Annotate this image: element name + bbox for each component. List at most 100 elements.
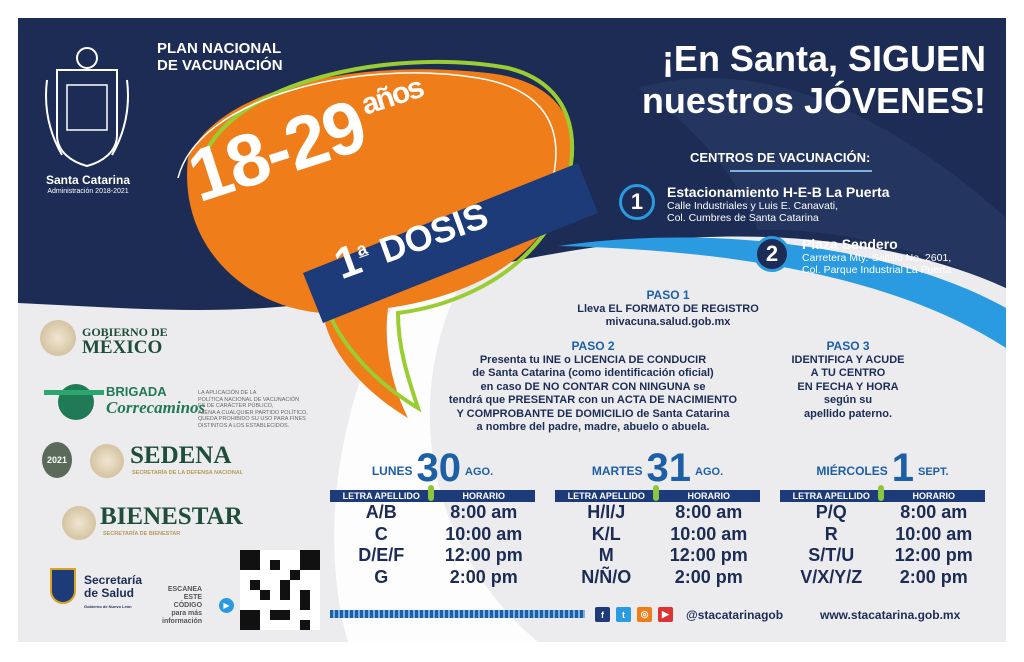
day-header: MIÉRCOLES 1 SEPT. [780,446,985,490]
step-line: en caso DE NO CONTAR CON NINGUNA se [480,380,706,393]
municipality-name: Santa Catarina [45,173,131,187]
step-line: Y COMPROBANTE DE DOMICILIO de Santa Cata… [456,407,730,420]
day-header: LUNES 30 AGO. [330,446,535,490]
step-title: PASO 3 [826,339,870,353]
column-header-letters: LETRA APELLIDO [792,491,870,501]
center-address: Col. Cumbres de Santa Catarina [667,212,819,224]
table-header: LETRA APELLIDO HORARIO [555,485,760,502]
table-row: V/X/Y/Z 2:00 pm [780,567,985,589]
centers-heading: CENTROS DE VACUNACIÓN: [690,150,871,165]
qr-code[interactable] [240,550,320,630]
qr-line: CÓDIGO [173,602,203,609]
step-title: PASO 2 [571,339,615,353]
social-handle[interactable]: @stacatarinagob [686,608,784,622]
table-row: N/Ñ/O 2:00 pm [555,567,760,589]
social-icons: f t ◎ ▶ [595,607,679,622]
table-row: G 2:00 pm [330,567,535,589]
letters-cell: G [374,566,389,587]
roadrunner-wing [44,390,104,395]
step-line: Lleva EL FORMATO DE REGISTRO [577,302,759,315]
column-header-letters: LETRA APELLIDO [567,491,645,501]
mexico-seal-icon [90,444,124,478]
letters-cell: N/Ñ/O [581,566,632,587]
step-2: PASO 2 Presenta tu INE o LICENCIA DE CON… [448,339,738,435]
table-row: D/E/F 12:00 pm [330,545,535,567]
divider-pin [653,485,659,501]
table-header: LETRA APELLIDO HORARIO [330,485,535,502]
day-number: 30 [416,446,462,490]
disclaimer-line: QUEDA PROHIBIDO SU USO PARA FINES [198,416,306,422]
logo-line: BRIGADA [106,384,167,399]
time-cell: 8:00 am [675,502,743,522]
sedena-logo: SEDENA [130,442,232,469]
youtube-icon[interactable]: ▶ [658,607,673,622]
disclaimer-line: POLÍTICA NACIONAL DE VACUNACIÓN [198,396,300,403]
time-cell: 12:00 pm [669,545,748,565]
center-address: Col. Parque Industrial La Puerta [802,264,952,276]
letters-cell: D/E/F [358,545,405,565]
logo-line: Correcaminos [106,398,206,417]
disclaimer-line: AJENA A CUALQUIER PARTIDO POLÍTICO, [198,409,308,416]
column-header-letters: LETRA APELLIDO [342,491,420,501]
speech-bubble [177,59,598,418]
age-unit: años [357,71,427,122]
letters-cell: C [374,523,388,544]
table-row: S/T/U 12:00 pm [780,545,985,567]
center-name: Plaza Sendero [802,236,898,252]
time-cell: 12:00 pm [444,545,523,565]
table-row: K/L 10:00 am [555,524,760,546]
day-name: MARTES [591,464,643,478]
center-number: 2 [754,236,790,272]
step-line: mivacuna.salud.gob.mx [605,316,731,328]
day-name: MIÉRCOLES [816,464,888,478]
center-address: Carretera Mty.-Saltillo No. 2601, [802,252,952,264]
logo-line: de Salud [84,586,135,600]
time-cell: 8:00 am [450,502,518,522]
program-line: DE VACUNACIÓN [157,57,283,74]
qr-line: información [162,618,203,625]
day-name: LUNES [371,464,413,478]
table-row: M 12:00 pm [555,545,760,567]
step-title: PASO 1 [646,288,690,302]
qr-line: ESTE [183,594,203,601]
table-row: H/I/J 8:00 am [555,502,760,524]
month: AGO. [465,466,494,478]
logo-line: Gobierno de Nuevo León [84,604,132,609]
step-line: de Santa Catarina (como identificación o… [472,367,714,379]
headline: ¡En Santa, SIGUEN nuestros JÓVENES! [606,38,986,122]
center-address: Calle Industriales y Luis E. Canavati, [667,200,838,212]
step-line: a nombre del padre, madre, abuelo o abue… [476,421,710,433]
administration-label: Administración 2018-2021 [47,188,129,195]
table-row: A/B 8:00 am [330,502,535,524]
gobierno-mexico-logo: GOBIERNO DE MÉXICO [82,324,168,357]
day-number: 1 [891,446,914,490]
time-cell: 12:00 pm [894,545,973,565]
divider-pin [878,485,884,501]
qr-line: para más [171,610,203,617]
logo-line: GOBIERNO DE [82,325,168,339]
website-link[interactable]: www.stacatarina.gob.mx [820,608,961,622]
disclaimer: LA APLICACIÓN DE LA POLÍTICA NACIONAL DE … [198,390,308,429]
program-title: PLAN NACIONAL DE VACUNACIÓN [157,40,283,74]
vaccination-poster: Santa Catarina Administración 2018-2021 … [18,18,1006,642]
letters-cell: H/I/J [587,502,626,522]
bienestar-subtitle: SECRETARÍA DE BIENESTAR [103,531,181,537]
twitter-icon[interactable]: t [616,607,631,622]
step-line: A TU CENTRO [810,367,886,379]
time-cell: 2:00 pm [449,566,518,587]
step-line: Presenta tu INE o LICENCIA DE CONDUCIR [479,353,707,366]
facebook-icon[interactable]: f [595,607,610,622]
day-number: 31 [646,446,692,490]
instagram-icon[interactable]: ◎ [637,607,652,622]
play-icon: ▶ [219,598,234,613]
secretaria-salud-logo: Secretaría de Salud Gobierno de Nuevo León [84,574,142,613]
time-cell: 2:00 pm [899,566,968,587]
column-header-time: HORARIO [687,491,731,501]
letters-cell: S/T/U [808,545,855,565]
mexico-seal-icon [62,506,96,540]
schedule-day-3: MIÉRCOLES 1 SEPT. LETRA APELLIDO HORARIO P/Q… [780,446,985,589]
year-badge: 2021 [42,442,72,478]
table-header: LETRA APELLIDO HORARIO [780,485,985,502]
center-name: Estacionamiento H-E-B La Puerta [667,184,890,200]
divider [730,170,872,172]
